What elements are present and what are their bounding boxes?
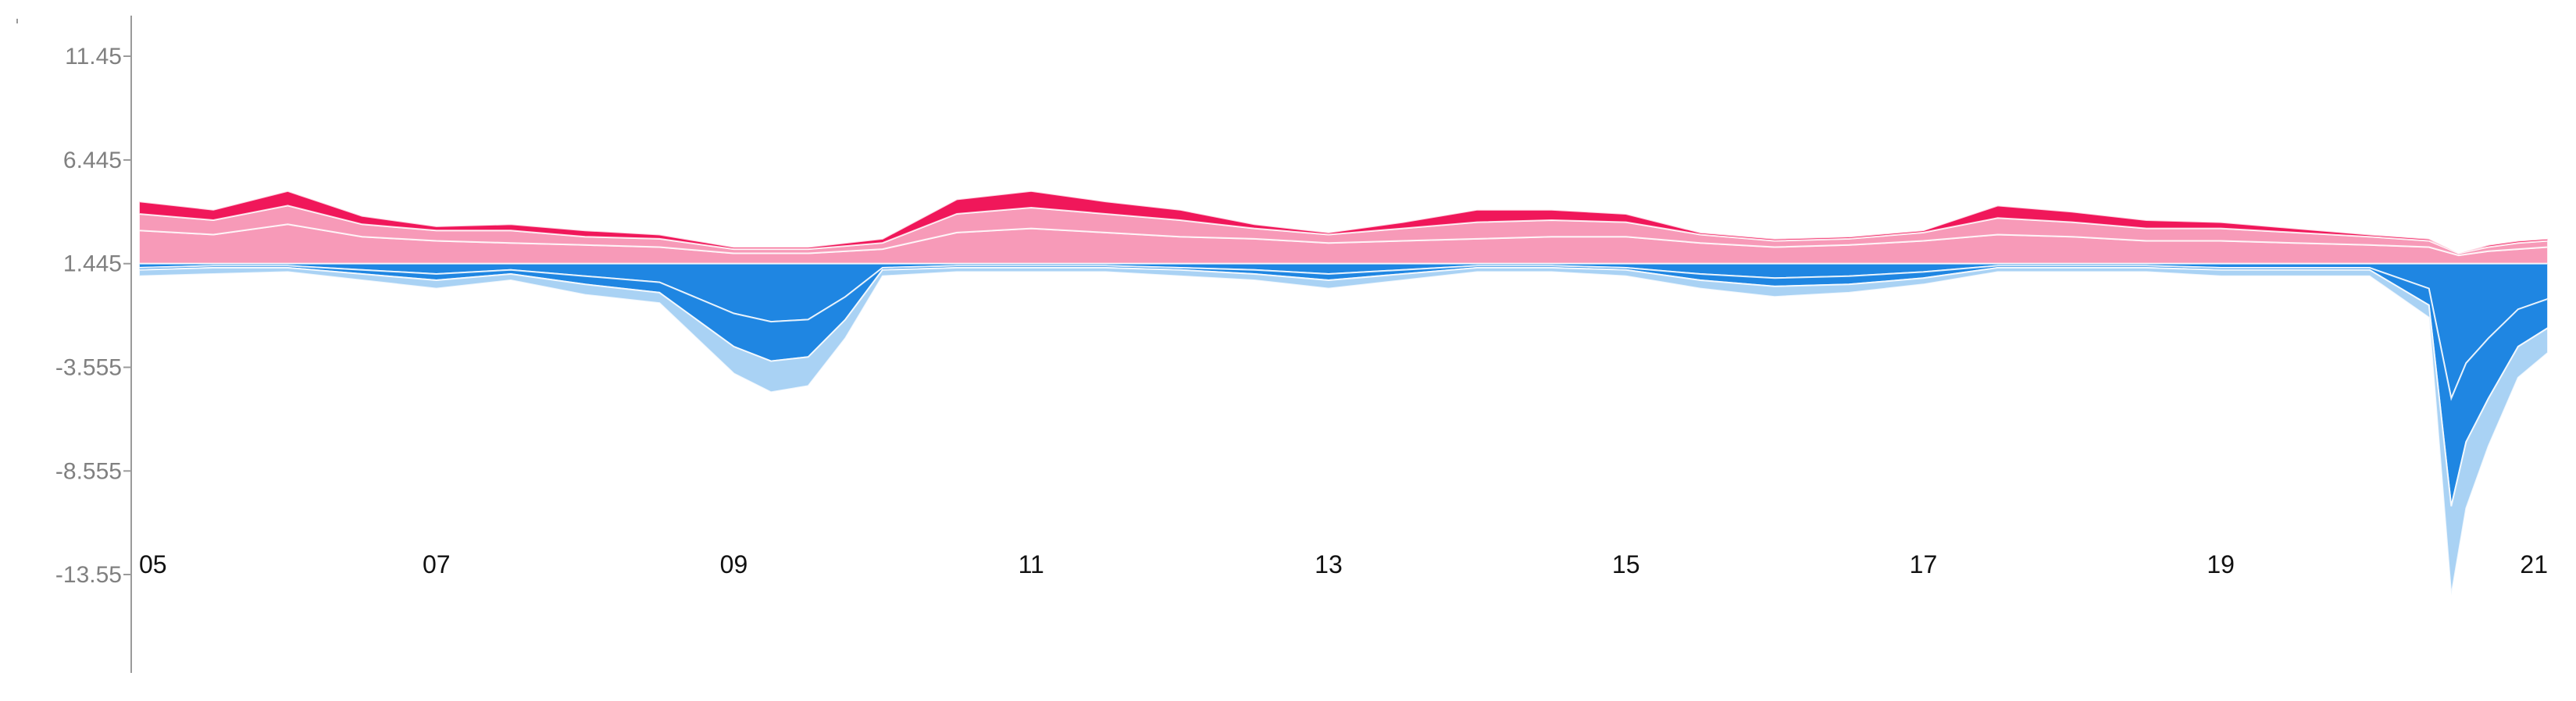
x-tick-label: 05	[139, 550, 167, 578]
y-tick-label: -3.555	[55, 355, 122, 381]
y-tick-label: 11.45	[65, 44, 122, 69]
y-axis: 11.45 6.445 1.445 -3.555 -8.555 -13.55	[16, 16, 132, 673]
x-tick-label: 15	[1612, 550, 1640, 578]
y-tick-label: 6.445	[63, 148, 122, 173]
x-tick-label: 07	[423, 550, 451, 578]
y-tick-label: 1.445	[63, 251, 122, 277]
area-layer-negative-5	[138, 267, 2549, 596]
area-layer-positive-2	[138, 190, 2549, 254]
x-axis: 05 07 09 11 13 15 17 19 21	[139, 550, 2548, 578]
y-tick-label: -8.555	[55, 458, 122, 484]
x-tick-label: 13	[1315, 550, 1343, 578]
x-tick-label: 09	[720, 550, 748, 578]
y-tick-label: -13.55	[55, 562, 122, 588]
x-tick-label: 21	[2520, 550, 2548, 578]
x-tick-label: 19	[2207, 550, 2235, 578]
x-tick-label: 11	[1019, 550, 1044, 578]
area-layer-negative-4	[138, 265, 2549, 507]
area-layers	[138, 190, 2549, 596]
x-tick-label: 17	[1910, 550, 1938, 578]
